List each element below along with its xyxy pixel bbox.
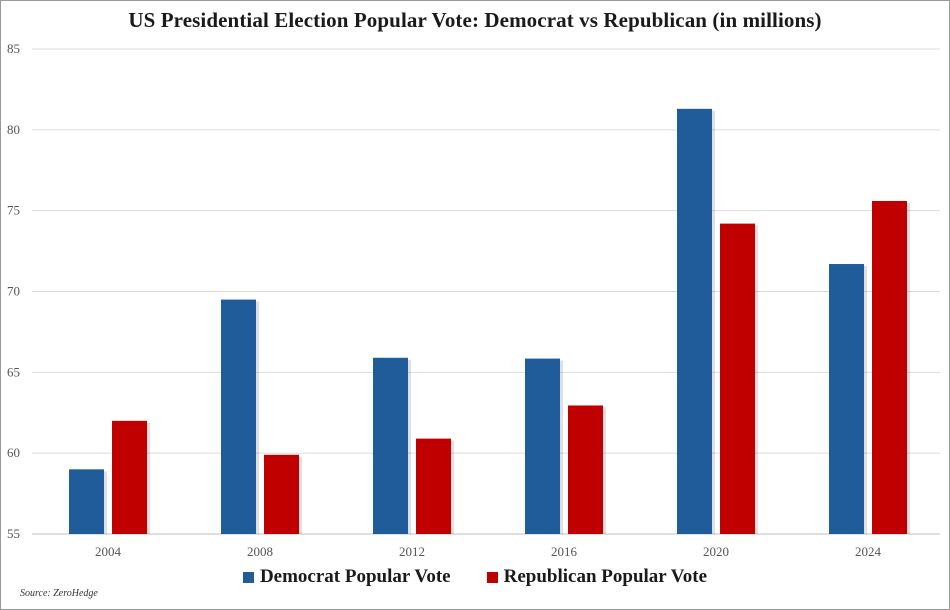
bar-republican-2008 [264, 454, 299, 534]
bar-democrat-2024 [829, 264, 864, 534]
bar-republican-2020 [720, 223, 755, 534]
y-tick-label-70: 70 [7, 284, 20, 299]
legend-item-republican: Republican Popular Vote [486, 566, 708, 588]
bar-republican-2024 [872, 200, 907, 534]
chart-title: US Presidential Election Popular Vote: D… [128, 8, 822, 32]
y-tick-label-75: 75 [7, 203, 20, 218]
y-tick-label-60: 60 [7, 445, 20, 460]
bar-democrat-2020 [677, 108, 712, 535]
gridlines [32, 48, 940, 535]
x-tick-label-2004: 2004 [95, 544, 122, 559]
legend-swatch-republican [486, 571, 498, 583]
x-axis-ticks: 2004 2008 2012 2016 2020 2024 [95, 544, 882, 559]
legend: Democrat Popular Vote Republican Popular… [0, 566, 950, 588]
x-tick-label-2016: 2016 [551, 544, 578, 559]
legend-swatch-democrat [242, 571, 254, 583]
source-note: Source: ZeroHedge [20, 588, 98, 599]
legend-item-democrat: Democrat Popular Vote [242, 566, 451, 588]
y-tick-label-55: 55 [7, 526, 20, 541]
bar-democrat-2004 [69, 469, 104, 534]
bar-republican-2016 [568, 405, 603, 534]
x-tick-label-2008: 2008 [247, 544, 273, 559]
y-tick-label-65: 65 [7, 364, 20, 379]
y-tick-label-80: 80 [7, 122, 20, 137]
x-tick-label-2024: 2024 [855, 544, 882, 559]
legend-label-democrat: Democrat Popular Vote [259, 566, 451, 587]
x-tick-label-2020: 2020 [703, 544, 729, 559]
bar-democrat-2008 [221, 299, 256, 534]
legend-label-republican: Republican Popular Vote [503, 566, 708, 587]
bar-republican-2004 [112, 420, 147, 534]
y-axis-ticks: 55 60 65 70 75 80 85 [7, 41, 20, 541]
x-tick-label-2012: 2012 [399, 544, 425, 559]
bars [69, 108, 910, 535]
bar-democrat-2012 [373, 357, 408, 534]
y-tick-label-85: 85 [7, 41, 20, 56]
bar-republican-2012 [416, 438, 451, 534]
bar-democrat-2016 [525, 358, 560, 534]
